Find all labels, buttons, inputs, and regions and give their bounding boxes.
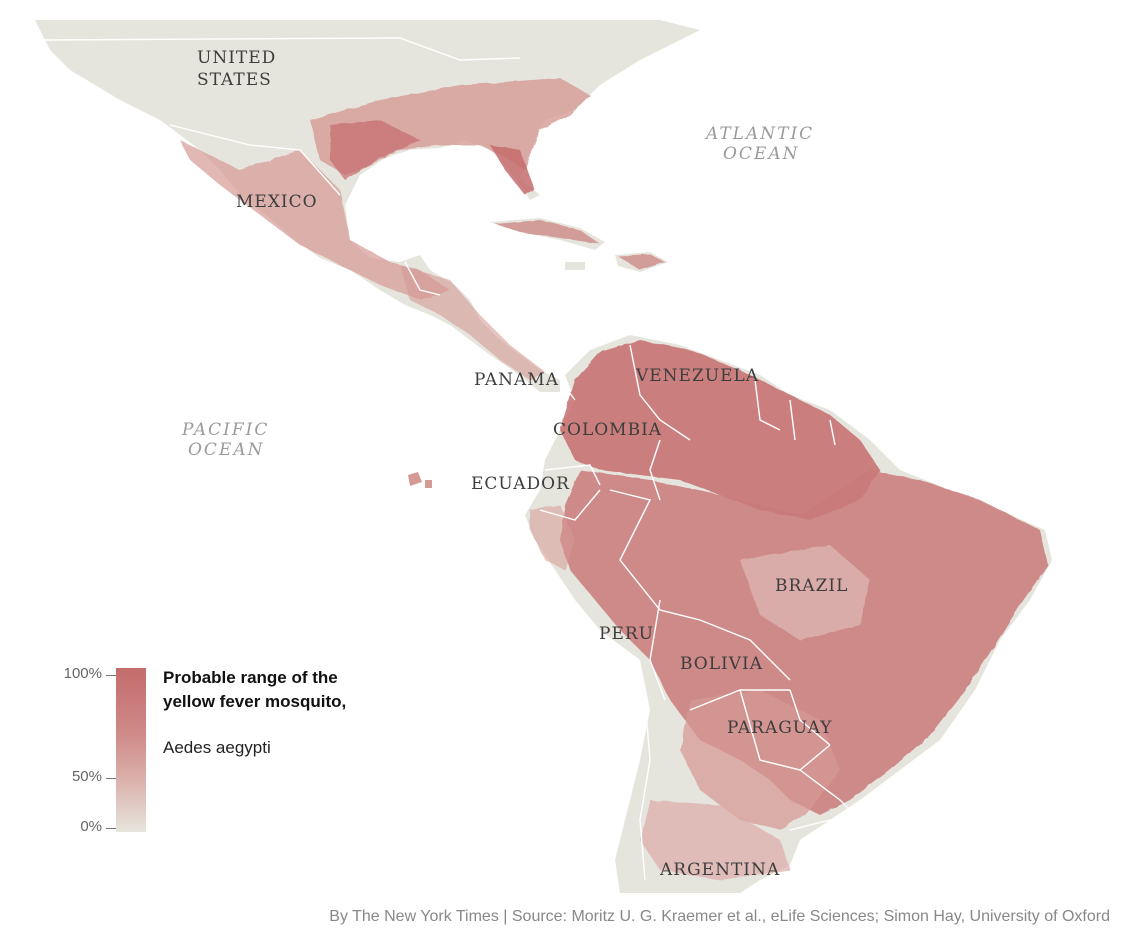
legend-tick-0: 0% — [80, 818, 102, 835]
country-labels: UNITED STATES MEXICO PANAMA VENEZUELA CO… — [197, 48, 848, 880]
jamaica-island — [565, 262, 585, 270]
border-colombia-venezuela — [629, 344, 691, 441]
legend-tick-50: 50% — [71, 768, 102, 785]
range-mexico — [180, 140, 450, 300]
galapagos-islands — [408, 472, 432, 488]
border-us-canada — [39, 37, 521, 61]
label-pacific-line1: PACIFIC — [181, 420, 269, 440]
map-legend: 100% 50% 0% Probable range of the yellow… — [50, 660, 370, 850]
range-pacific-coast — [530, 505, 575, 570]
ocean-labels: ATLANTIC OCEAN PACIFIC OCEAN — [181, 124, 814, 460]
source-credit: By The New York Times | Source: Moritz U… — [329, 908, 1110, 925]
map-svg: UNITED STATES MEXICO PANAMA VENEZUELA CO… — [35, 20, 1052, 893]
label-mexico: MEXICO — [236, 192, 318, 212]
legend-tick-mark-50 — [106, 778, 116, 779]
label-argentina: ARGENTINA — [659, 860, 780, 880]
label-peru: PERU — [599, 624, 654, 644]
label-united-states-line2: STATES — [197, 70, 272, 90]
border-guyana-suriname — [789, 399, 796, 441]
range-north-south-america — [560, 340, 880, 520]
border-colombia-brazil — [649, 439, 661, 501]
north-america-landmass — [35, 20, 700, 392]
range-argentina-north — [640, 800, 790, 880]
label-pacific-line2: OCEAN — [188, 440, 265, 460]
border-suriname-guiana — [829, 419, 836, 446]
border-venezuela-guyana — [754, 379, 781, 431]
label-paraguay: PARAGUAY — [727, 718, 832, 738]
range-texas-gulf — [330, 120, 420, 180]
legend-tick-mark-0 — [106, 828, 116, 829]
border-paraguay-brazil — [789, 689, 831, 746]
border-mexico-guatemala — [404, 261, 441, 296]
legend-tick-100: 100% — [63, 665, 102, 682]
border-panama-colombia — [559, 379, 576, 401]
border-bolivia-brazil — [699, 619, 791, 681]
border-uruguay — [789, 819, 851, 841]
label-atlantic-line2: OCEAN — [723, 144, 800, 164]
legend-subtitle: Aedes aegypti — [163, 738, 271, 757]
border-colombia-ecuador — [544, 464, 601, 486]
label-brazil: BRAZIL — [775, 576, 848, 596]
border-paraguay-argentina — [739, 689, 831, 771]
label-bolivia: BOLIVIA — [680, 654, 763, 674]
border-argentina-brazil — [799, 769, 861, 821]
range-brazil — [560, 470, 1048, 815]
range-central-america — [400, 265, 545, 380]
border-peru-bolivia — [649, 599, 666, 701]
range-overlay — [180, 78, 1048, 880]
legend-title: Probable range of the yellow fever mosqu… — [163, 668, 347, 711]
label-atlantic-line1: ATLANTIC — [704, 124, 814, 144]
country-borders — [39, 37, 861, 881]
label-united-states-line1: UNITED — [197, 48, 276, 68]
range-caribbean — [495, 220, 665, 270]
border-peru-brazil — [609, 489, 701, 621]
label-ecuador: ECUADOR — [471, 474, 570, 494]
border-chile-argentina — [639, 699, 651, 881]
border-us-mexico — [169, 124, 341, 196]
legend-color-scale — [116, 668, 146, 832]
range-brazil-central-light — [740, 545, 870, 640]
border-ecuador-peru — [539, 489, 601, 521]
range-florida — [490, 145, 535, 195]
label-colombia: COLOMBIA — [553, 420, 662, 440]
label-panama: PANAMA — [474, 370, 559, 390]
legend-tick-mark-100 — [106, 675, 116, 676]
label-venezuela: VENEZUELA — [635, 366, 759, 386]
